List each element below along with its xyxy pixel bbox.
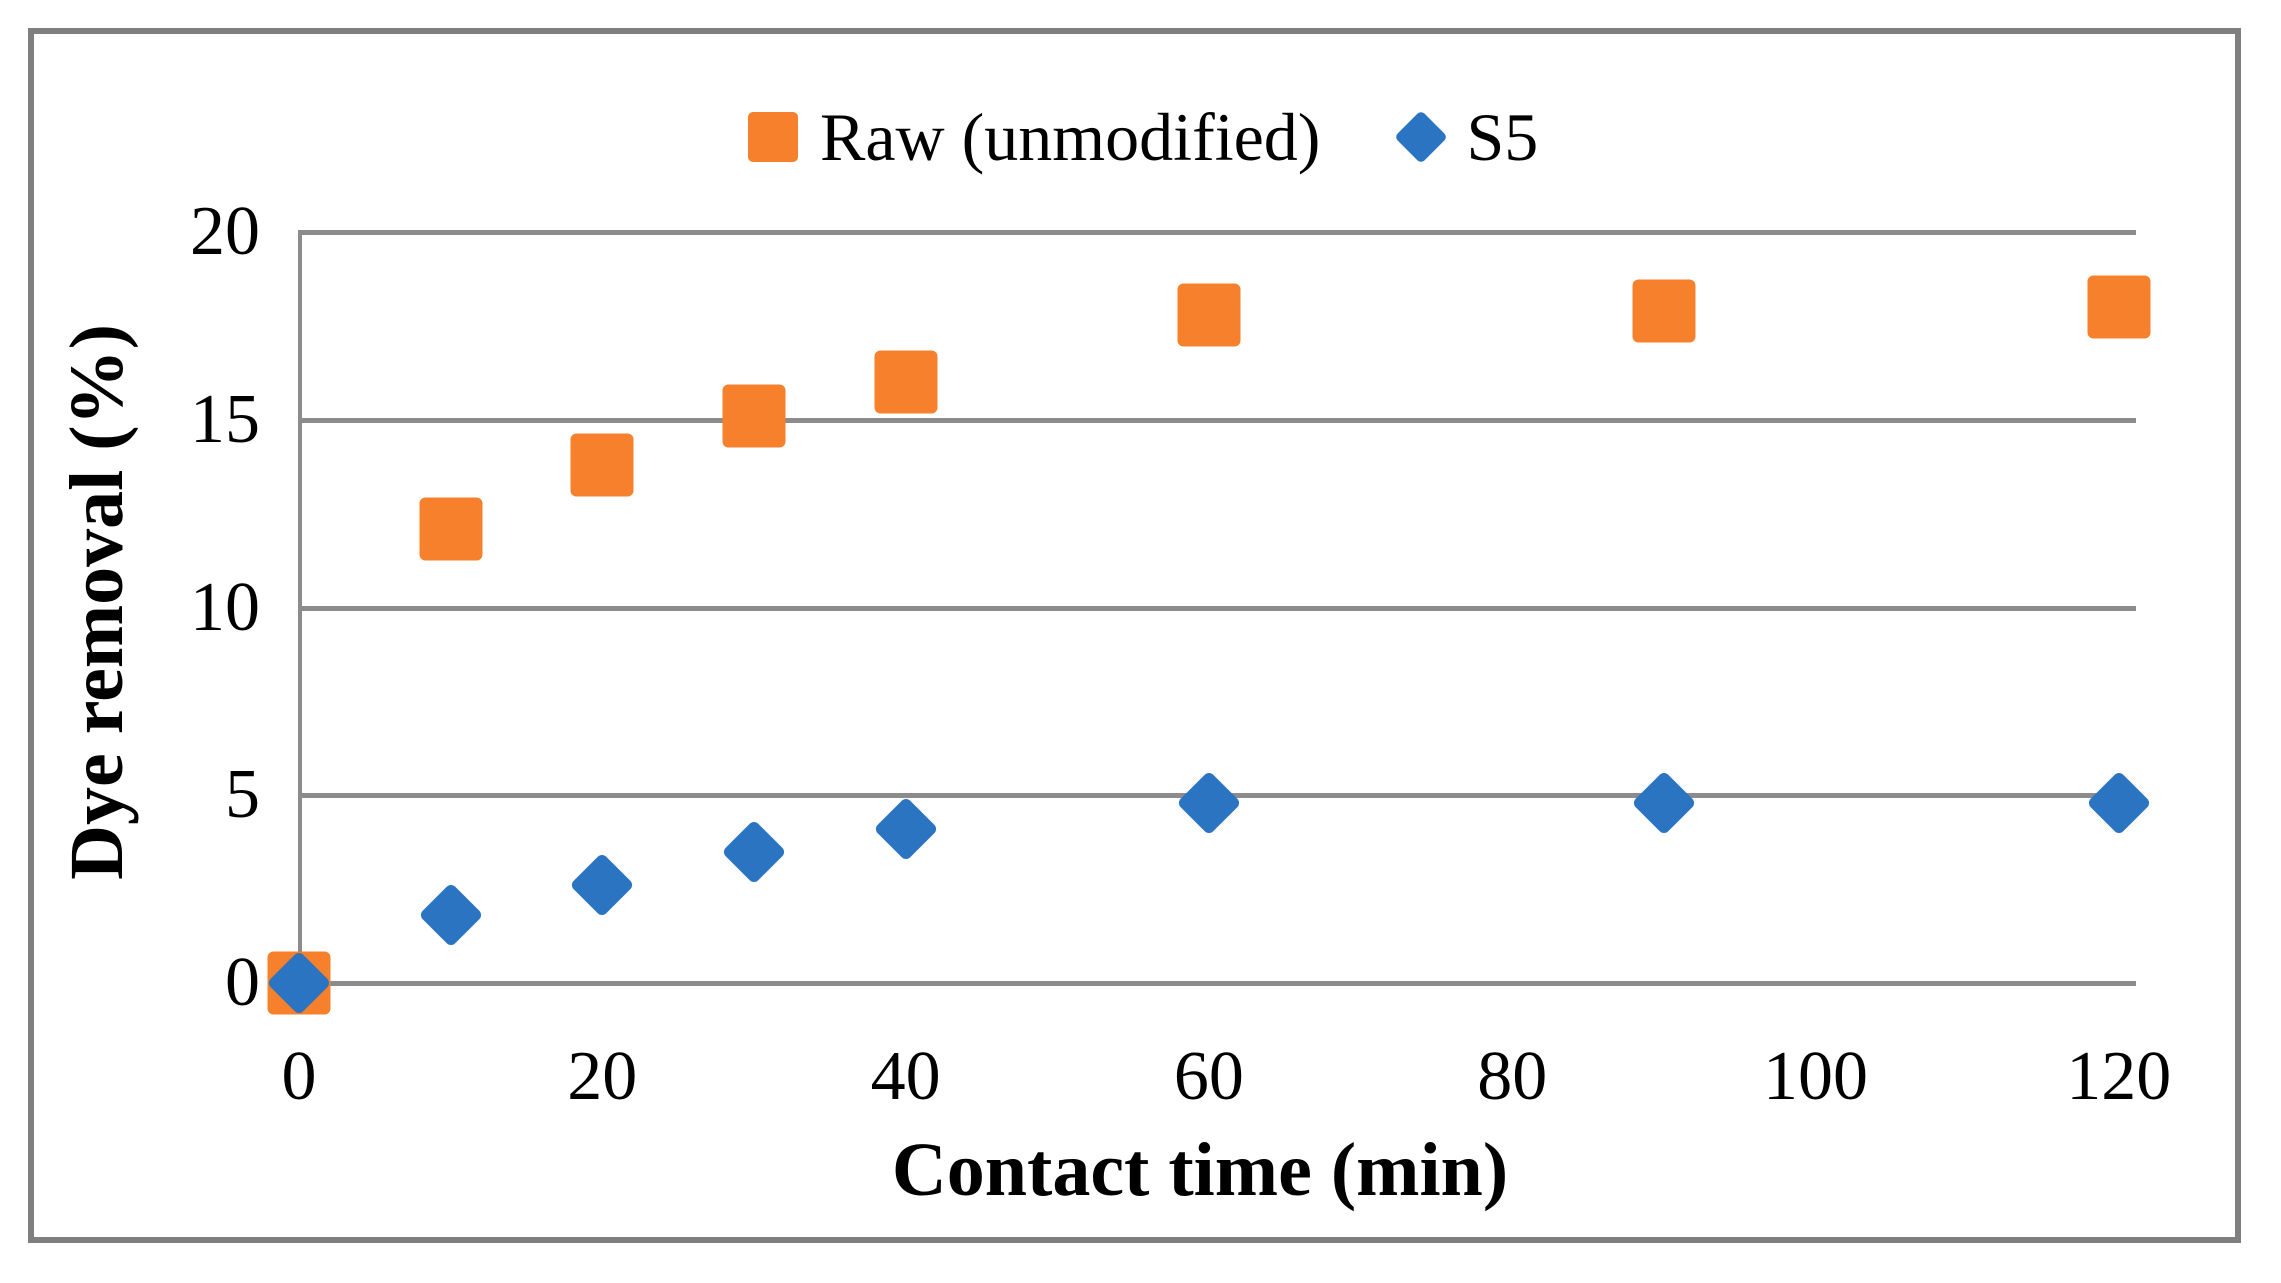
x-axis-title: Contact time (min) <box>891 1128 1509 1212</box>
legend-square-marker-icon <box>748 112 798 162</box>
x-tick-label: 80 <box>1477 1038 1548 1115</box>
y-tick-label: 5 <box>225 756 260 834</box>
legend-label-raw: Raw (unmodified) <box>820 99 1321 175</box>
y-tick-label: 10 <box>190 568 260 646</box>
data-point-raw-unmodified- <box>1177 283 1241 347</box>
legend: Raw (unmodified) S5 <box>748 92 1538 182</box>
x-tick-label: 20 <box>567 1038 638 1115</box>
y-tick-label: 15 <box>190 380 260 458</box>
x-tick-label: 120 <box>2066 1038 2172 1115</box>
y-axis-line <box>298 230 302 985</box>
x-tick-label: 40 <box>870 1038 941 1115</box>
data-point-raw-unmodified- <box>1632 279 1696 343</box>
x-tick-label: 60 <box>1173 1038 1244 1115</box>
gridline <box>300 981 2136 986</box>
data-point-raw-unmodified- <box>570 433 634 497</box>
y-tick-label: 20 <box>190 193 260 270</box>
gridline <box>300 417 2136 423</box>
x-tick-label: 100 <box>1763 1038 1868 1115</box>
data-point-raw-unmodified- <box>419 497 483 561</box>
legend-diamond-marker-icon <box>1394 110 1449 164</box>
data-point-raw-unmodified- <box>722 384 786 448</box>
gridline <box>300 605 2136 611</box>
data-point-raw-unmodified- <box>874 350 938 414</box>
figure-border <box>28 28 2241 1243</box>
legend-label-s5: S5 <box>1466 99 1539 175</box>
gridline <box>300 230 2136 235</box>
data-point-raw-unmodified- <box>2087 275 2151 339</box>
x-tick-label: 0 <box>281 1038 317 1115</box>
y-tick-label: 0 <box>225 944 260 1021</box>
